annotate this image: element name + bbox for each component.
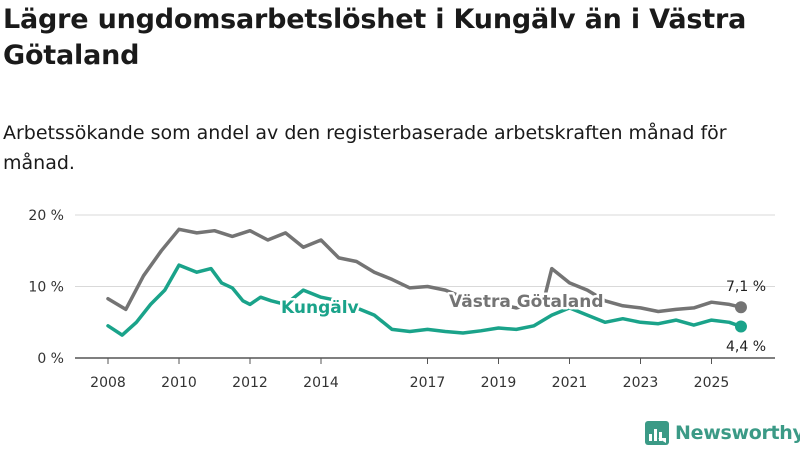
series-label-vastra-gotaland: Västra Götaland <box>449 292 604 312</box>
newsworthy-brand: Newsworthy <box>645 420 800 446</box>
y-tick-label: 10 % <box>28 280 64 296</box>
y-tick-label: 20 % <box>28 208 64 224</box>
x-tick-label: 2023 <box>623 375 659 391</box>
series-line-kungalv <box>106 263 743 337</box>
end-label-vastra-gotaland: 7,1 % <box>726 279 766 295</box>
end-label-kungalv: 4,4 % <box>726 339 766 355</box>
gridlines <box>75 214 775 287</box>
x-tick-label: 2019 <box>481 375 517 391</box>
end-point-vastra-gotaland <box>734 301 747 314</box>
series-label-kungalv: Kungälv <box>281 298 359 318</box>
newsworthy-logo-icon <box>645 421 669 445</box>
x-tick-label: 2010 <box>161 375 197 391</box>
series-label-vastra-halo: Västra Götaland <box>449 292 604 312</box>
x-tick-label: 2017 <box>410 375 446 391</box>
series-lines <box>106 227 747 337</box>
brand-name: Newsworthy <box>675 422 800 444</box>
x-axis: 2008 2010 2012 2014 2017 2019 2021 2023 2025 <box>75 357 775 391</box>
series-line-vastra-gotaland <box>106 227 743 314</box>
x-tick-label: 2021 <box>552 375 588 391</box>
series-label-kungalv-halo: Kungälv <box>281 298 359 318</box>
x-tick-label: 2014 <box>303 375 339 391</box>
x-tick-label: 2025 <box>694 375 730 391</box>
x-tick-label: 2012 <box>232 375 268 391</box>
y-tick-label: 0 % <box>37 351 64 367</box>
end-point-kungalv <box>734 320 747 333</box>
x-tick-label: 2008 <box>90 375 126 391</box>
y-axis-ticks: 0 % 10 % 20 % <box>28 208 64 367</box>
chart-title: Lägre ungdomsarbetslöshet i Kungälv än i… <box>3 4 747 71</box>
chart-subtitle: Arbetssökande som andel av den registerb… <box>3 122 727 174</box>
